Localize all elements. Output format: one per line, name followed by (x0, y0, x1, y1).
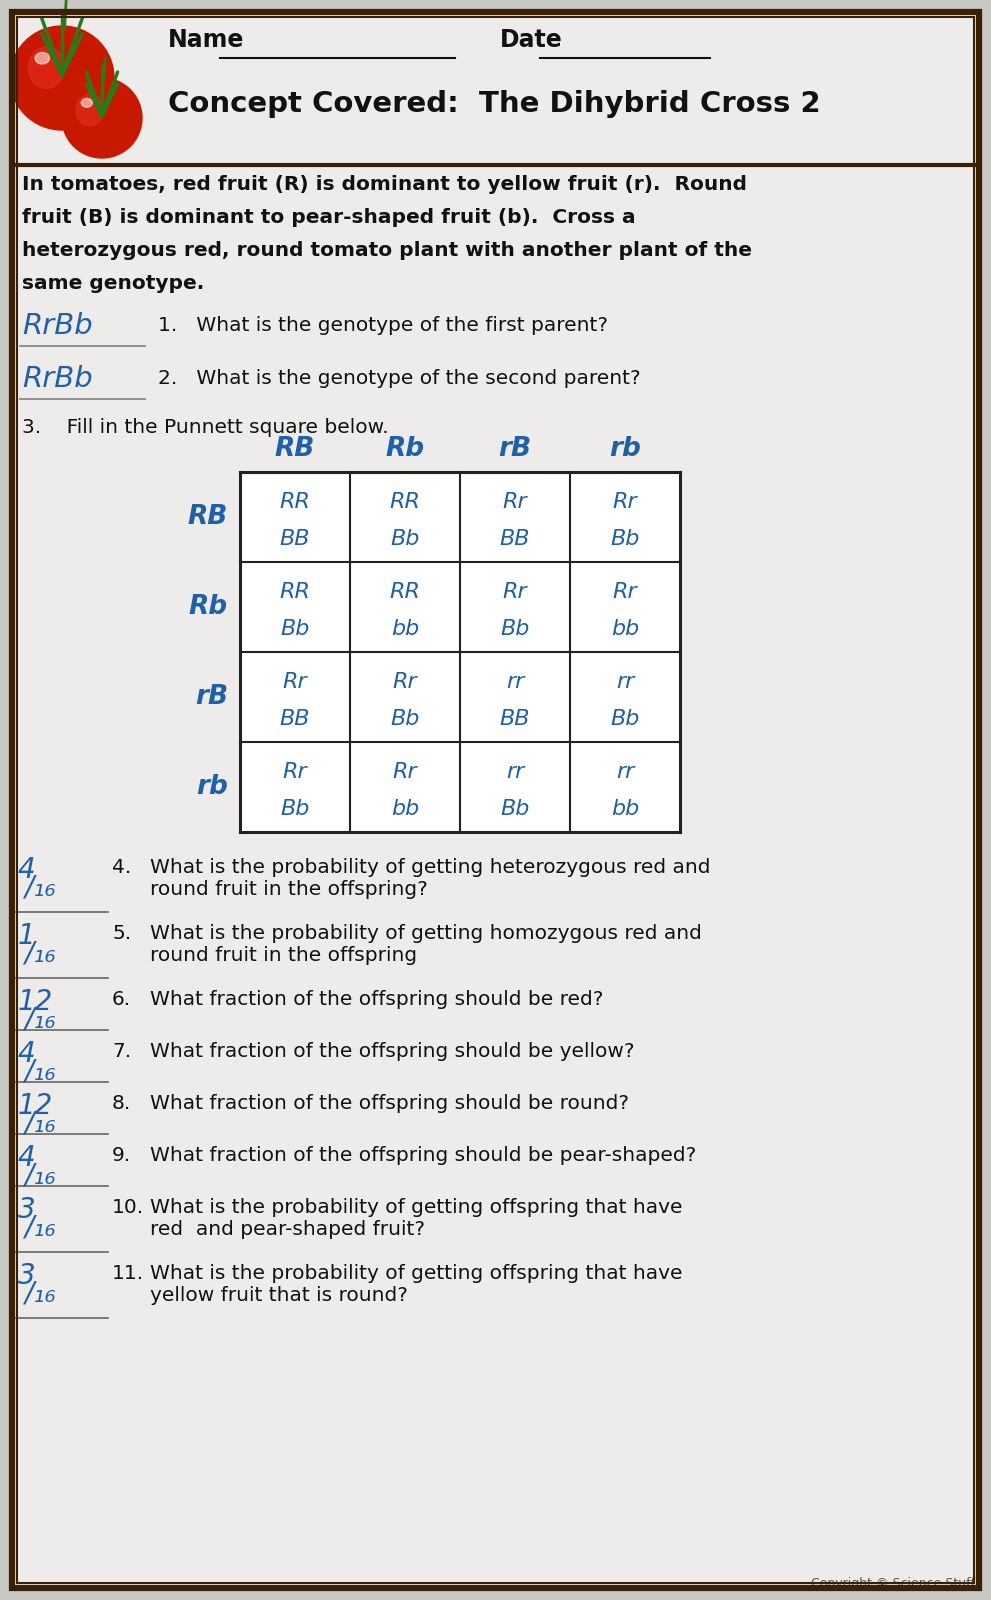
Ellipse shape (28, 46, 64, 88)
Text: Rr: Rr (612, 493, 637, 512)
Text: round fruit in the offspring: round fruit in the offspring (150, 946, 417, 965)
Text: What is the probability of getting offspring that have: What is the probability of getting offsp… (150, 1198, 683, 1218)
Text: 1: 1 (18, 922, 36, 950)
Ellipse shape (76, 94, 104, 126)
Text: Rb: Rb (189, 594, 228, 619)
Text: Concept Covered:  The Dihybrid Cross 2: Concept Covered: The Dihybrid Cross 2 (168, 90, 821, 118)
Text: Name: Name (168, 27, 245, 51)
Text: 9.: 9. (112, 1146, 131, 1165)
Text: red  and pear-shaped fruit?: red and pear-shaped fruit? (150, 1219, 425, 1238)
Text: Bb: Bb (500, 798, 529, 819)
Text: 12: 12 (18, 987, 54, 1016)
Text: In tomatoes, red fruit (R) is dominant to yellow fruit (r).  Round: In tomatoes, red fruit (R) is dominant t… (22, 174, 747, 194)
Text: rb: rb (196, 774, 228, 800)
Text: 6.: 6. (112, 990, 131, 1010)
Text: bb: bb (610, 619, 639, 638)
Text: Rr: Rr (282, 762, 307, 782)
Text: Rr: Rr (502, 582, 527, 602)
Text: Bb: Bb (280, 798, 309, 819)
Text: 1.   What is the genotype of the first parent?: 1. What is the genotype of the first par… (158, 317, 608, 334)
Circle shape (62, 78, 142, 158)
Text: 4.: 4. (112, 858, 131, 877)
Text: RR: RR (389, 493, 420, 512)
Text: Copyright © Science Stuff: Copyright © Science Stuff (811, 1578, 975, 1590)
Text: 12: 12 (18, 1091, 54, 1120)
Text: Rr: Rr (502, 493, 527, 512)
Text: Date: Date (500, 27, 563, 51)
Text: BB: BB (279, 709, 310, 730)
Text: heterozygous red, round tomato plant with another plant of the: heterozygous red, round tomato plant wit… (22, 242, 752, 259)
Text: What is the probability of getting heterozygous red and: What is the probability of getting heter… (150, 858, 711, 877)
Text: bb: bb (390, 619, 419, 638)
Ellipse shape (81, 98, 92, 107)
Text: bb: bb (610, 798, 639, 819)
Text: rr: rr (615, 672, 634, 691)
Text: 5.: 5. (112, 925, 131, 942)
Text: Bb: Bb (390, 709, 419, 730)
Text: 4: 4 (18, 1040, 36, 1069)
Text: /₁₆: /₁₆ (24, 1162, 55, 1190)
Text: same genotype.: same genotype. (22, 274, 204, 293)
Text: Rr: Rr (282, 672, 307, 691)
Text: 7.: 7. (112, 1042, 131, 1061)
Text: BB: BB (499, 709, 530, 730)
Text: /₁₆: /₁₆ (24, 1110, 55, 1138)
Text: /₁₆: /₁₆ (24, 1058, 55, 1086)
Text: Bb: Bb (610, 530, 639, 549)
Text: /₁₆: /₁₆ (24, 874, 55, 902)
Text: What fraction of the offspring should be yellow?: What fraction of the offspring should be… (150, 1042, 634, 1061)
Text: Bb: Bb (610, 709, 639, 730)
Text: 3: 3 (18, 1262, 36, 1290)
Text: RR: RR (279, 582, 310, 602)
Text: 10.: 10. (112, 1198, 144, 1218)
Text: Rr: Rr (612, 582, 637, 602)
Text: Bb: Bb (280, 619, 309, 638)
Text: What is the probability of getting homozygous red and: What is the probability of getting homoz… (150, 925, 702, 942)
Text: What fraction of the offspring should be round?: What fraction of the offspring should be… (150, 1094, 629, 1114)
Text: What is the probability of getting offspring that have: What is the probability of getting offsp… (150, 1264, 683, 1283)
Text: rB: rB (498, 435, 531, 462)
Circle shape (10, 26, 114, 130)
Text: yellow fruit that is round?: yellow fruit that is round? (150, 1286, 408, 1306)
Text: 11.: 11. (112, 1264, 144, 1283)
Text: RB: RB (187, 504, 228, 530)
Text: RR: RR (389, 582, 420, 602)
Text: RR: RR (279, 493, 310, 512)
Text: 4: 4 (18, 1144, 36, 1171)
Text: 2.   What is the genotype of the second parent?: 2. What is the genotype of the second pa… (158, 370, 640, 387)
Text: /₁₆: /₁₆ (24, 1214, 55, 1242)
Text: Rb: Rb (385, 435, 424, 462)
Text: Bb: Bb (500, 619, 529, 638)
Text: Rr: Rr (392, 762, 417, 782)
Text: RrBb: RrBb (22, 312, 93, 341)
Text: BB: BB (279, 530, 310, 549)
Text: BB: BB (499, 530, 530, 549)
Text: What fraction of the offspring should be red?: What fraction of the offspring should be… (150, 990, 604, 1010)
Text: 3: 3 (18, 1197, 36, 1224)
Text: rr: rr (505, 672, 524, 691)
Text: /₁₆: /₁₆ (24, 939, 55, 968)
Text: bb: bb (390, 798, 419, 819)
Text: 3.    Fill in the Punnett square below.: 3. Fill in the Punnett square below. (22, 418, 388, 437)
Text: RB: RB (275, 435, 315, 462)
Bar (240, 472, 680, 832)
Text: What fraction of the offspring should be pear-shaped?: What fraction of the offspring should be… (150, 1146, 697, 1165)
Text: 4: 4 (18, 856, 36, 883)
Text: rr: rr (615, 762, 634, 782)
Text: rr: rr (505, 762, 524, 782)
Text: /₁₆: /₁₆ (24, 1280, 55, 1309)
Ellipse shape (35, 53, 50, 64)
Text: Rr: Rr (392, 672, 417, 691)
Text: 8.: 8. (112, 1094, 131, 1114)
Text: /₁₆: /₁₆ (24, 1006, 55, 1034)
Text: fruit (B) is dominant to pear-shaped fruit (b).  Cross a: fruit (B) is dominant to pear-shaped fru… (22, 208, 635, 227)
Text: rB: rB (195, 685, 228, 710)
Text: Bb: Bb (390, 530, 419, 549)
Text: round fruit in the offspring?: round fruit in the offspring? (150, 880, 428, 899)
Text: RrBb: RrBb (22, 365, 93, 394)
Text: rb: rb (609, 435, 641, 462)
